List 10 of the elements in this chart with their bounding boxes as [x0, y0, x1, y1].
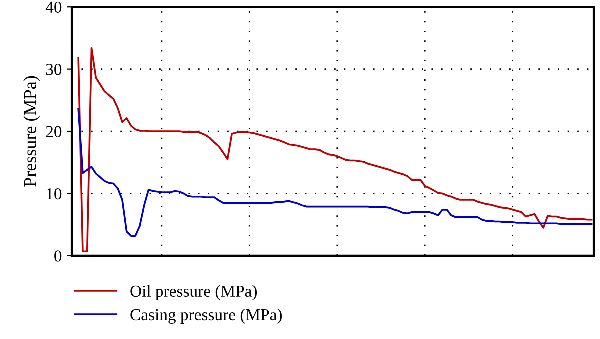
legend-label: Casing pressure (MPa): [130, 308, 282, 324]
legend-label: Oil pressure (MPa): [130, 285, 258, 300]
y-tick-label: 0: [54, 250, 62, 262]
y-axis-title: Pressure (MPa): [24, 76, 40, 187]
y-tick-label: 40: [46, 2, 62, 14]
y-tick-label: 10: [47, 188, 62, 200]
line-series: [78, 108, 593, 237]
y-tick-label: 20: [46, 126, 62, 138]
y-tick-label: 30: [46, 64, 62, 76]
line-series: [78, 47, 593, 252]
